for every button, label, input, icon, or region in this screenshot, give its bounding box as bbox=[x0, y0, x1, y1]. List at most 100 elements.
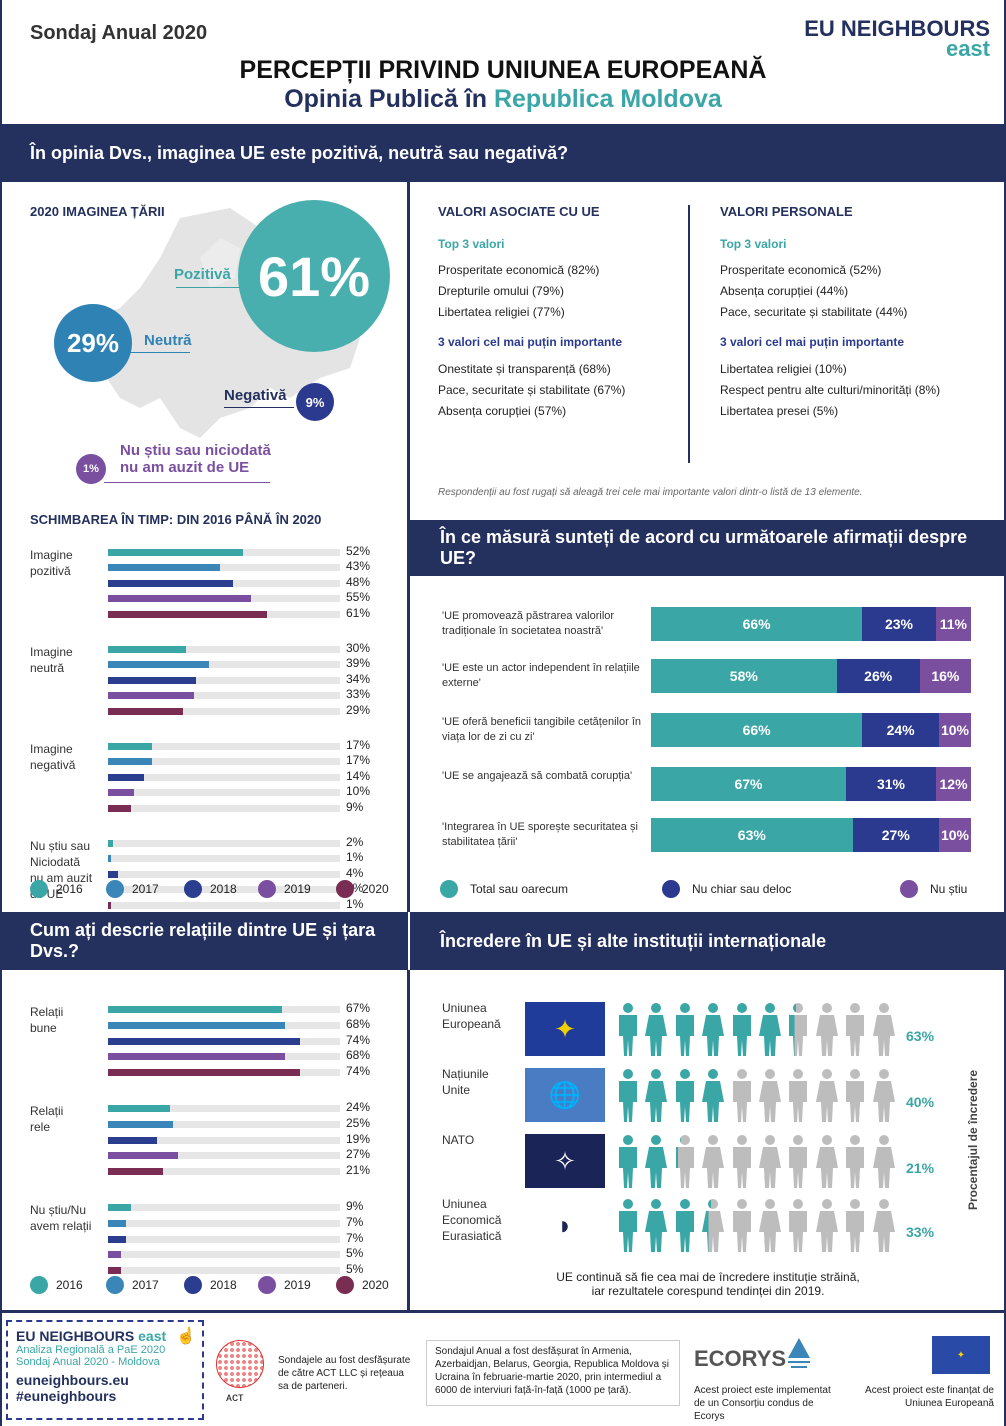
bar-2020 bbox=[108, 1168, 163, 1176]
statement-text: 'UE este un actor independent în relații… bbox=[442, 662, 640, 689]
person-icon bbox=[759, 1199, 781, 1252]
footer-tag[interactable]: #euneighbours bbox=[16, 1388, 117, 1404]
bar-track bbox=[108, 1267, 340, 1275]
bar-2020 bbox=[108, 1069, 301, 1077]
legend-label-2020: 2020 bbox=[362, 1278, 389, 1292]
person-icon bbox=[619, 1003, 637, 1056]
pers-least-2: Respect pentru alte culturi/minorități (… bbox=[720, 383, 941, 397]
person-icon bbox=[846, 1199, 865, 1252]
bar-value: 1% bbox=[346, 896, 364, 911]
bar-value: 10% bbox=[346, 784, 371, 799]
bar-2016 bbox=[108, 743, 153, 750]
institution-name: Uniunea Europeană bbox=[442, 1001, 501, 1031]
agree-legend-dot bbox=[662, 880, 680, 898]
bar-value: 25% bbox=[346, 1115, 371, 1130]
bar-track bbox=[108, 855, 340, 863]
bar-2020 bbox=[108, 804, 132, 812]
bar-2017 bbox=[108, 1021, 285, 1029]
agree-legend-label: Nu știu bbox=[930, 882, 968, 896]
bar-2018 bbox=[108, 1136, 158, 1144]
legend-label-2020: 2020 bbox=[362, 882, 389, 896]
personal-values-title: VALORI PERSONALE bbox=[720, 204, 853, 219]
statement-text: 'UE oferă beneficii tangibile cetățenilo… bbox=[442, 716, 641, 743]
act-logo-text: ᴀᴄᴛ bbox=[226, 1390, 244, 1404]
survey-title: Sondaj Anual 2020 bbox=[30, 22, 208, 44]
bar-value: 7% bbox=[346, 1230, 364, 1245]
person-icon bbox=[702, 1199, 725, 1252]
person-icon bbox=[846, 1135, 865, 1188]
footer-brand-box: EU NEIGHBOURS east Analiza Regională a P… bbox=[6, 1320, 204, 1420]
bar-2019 bbox=[108, 692, 194, 700]
bar-2020 bbox=[108, 901, 111, 909]
bar-2016 bbox=[108, 1006, 283, 1013]
eu-top-1: Prosperitate economică (82%) bbox=[438, 263, 600, 277]
eu-least-3: Absența corupției (57%) bbox=[438, 404, 567, 418]
segment-agree: 63% bbox=[651, 818, 853, 852]
neutral-line bbox=[130, 352, 190, 353]
bar-2020 bbox=[108, 610, 267, 618]
bar-value: 27% bbox=[346, 1147, 371, 1162]
bar-2016 bbox=[108, 646, 186, 653]
person-icon bbox=[732, 1003, 751, 1056]
bar-track bbox=[108, 1006, 340, 1013]
bar-track bbox=[108, 1069, 340, 1077]
brand-logo-bottom: east bbox=[945, 36, 990, 61]
page-title: PERCEPȚII PRIVIND UNIUNEA EUROPEANĂ Opin… bbox=[0, 56, 1006, 114]
bar-value: 74% bbox=[346, 1032, 371, 1047]
bar-value: 9% bbox=[346, 799, 364, 814]
bar-track bbox=[108, 870, 340, 878]
bar-value: 61% bbox=[346, 605, 371, 620]
group-label: Nu știu/Nu avem relații bbox=[30, 1203, 92, 1233]
question-band-image: În opinia Dvs., imaginea UE este pozitiv… bbox=[0, 124, 1006, 182]
legend-label-2017: 2017 bbox=[132, 882, 159, 896]
ecorys-logo: ECORYS bbox=[694, 1346, 787, 1371]
legend-dot-2019 bbox=[258, 880, 276, 898]
trust-value: 63% bbox=[906, 1028, 935, 1044]
bar-value: 68% bbox=[346, 1016, 371, 1031]
left-border bbox=[0, 0, 2, 1426]
group-label: Relații rele bbox=[30, 1104, 64, 1134]
person-icon bbox=[645, 1069, 668, 1122]
dontknow-value: 1% bbox=[83, 463, 99, 475]
map-shape-2 bbox=[200, 238, 240, 288]
bar-track bbox=[108, 707, 340, 715]
person-icon bbox=[732, 1199, 751, 1252]
stacked-bar: 58% 26% 16% bbox=[651, 659, 971, 693]
agree-legend-label: Nu chiar sau deloc bbox=[692, 882, 792, 896]
bar-value: 30% bbox=[346, 641, 371, 655]
bar-2020 bbox=[108, 1267, 121, 1275]
pers-least-1: Libertatea religiei (10%) bbox=[720, 362, 847, 376]
bar-track bbox=[108, 1219, 340, 1227]
bar-track bbox=[108, 840, 340, 847]
person-icon bbox=[846, 1003, 865, 1056]
bar-value: 55% bbox=[346, 590, 371, 605]
bar-track bbox=[108, 1136, 340, 1144]
eeu-emblem-icon: ◗ bbox=[525, 1198, 605, 1252]
legend-label-2017: 2017 bbox=[132, 1278, 159, 1292]
bar-2017 bbox=[108, 855, 111, 863]
eu-top-2: Drepturile omului (79%) bbox=[438, 284, 565, 298]
person-icon bbox=[645, 1135, 668, 1188]
bar-track bbox=[108, 1152, 340, 1160]
positive-line bbox=[176, 287, 240, 288]
eu-top-3: Libertatea religiei (77%) bbox=[438, 305, 565, 319]
bar-value: 5% bbox=[346, 1246, 364, 1261]
footer-site[interactable]: euneighbours.eu bbox=[16, 1372, 129, 1388]
group-label: Relații bune bbox=[30, 1005, 64, 1035]
bar-value: 17% bbox=[346, 738, 371, 752]
segment-dontknow: 10% bbox=[938, 713, 971, 747]
cursor-icon: ☝ bbox=[176, 1328, 196, 1345]
bar-2019 bbox=[108, 595, 251, 603]
column-divider bbox=[407, 182, 410, 912]
bar-2019 bbox=[108, 789, 134, 797]
legend-dot-2018 bbox=[184, 1276, 202, 1294]
trust-note-2: iar rezultatele corespund tendinței din … bbox=[591, 1284, 825, 1298]
bar-track bbox=[108, 1105, 340, 1112]
bar-track bbox=[108, 789, 340, 797]
stacked-bar: 66% 23% 11% bbox=[651, 607, 971, 641]
bar-track bbox=[108, 1251, 340, 1259]
bar-track bbox=[108, 549, 340, 556]
bar-track bbox=[108, 804, 340, 812]
segment-dontknow: 10% bbox=[938, 818, 971, 852]
statement-text: 'UE se angajează să combată corupția' bbox=[442, 770, 633, 782]
